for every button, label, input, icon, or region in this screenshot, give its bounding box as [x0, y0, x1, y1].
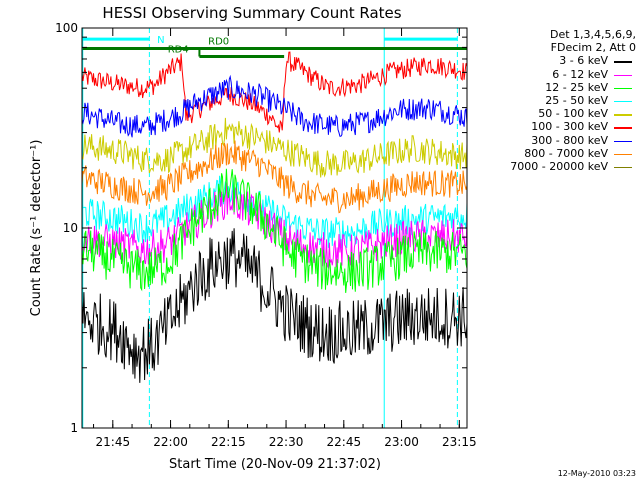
legend-entry-label: 25 - 50 keV [545, 93, 608, 107]
x-tick-label: 22:30 [269, 435, 304, 449]
legend-entry-label: 50 - 100 keV [538, 107, 608, 121]
legend-header-line-2: FDecim 2, Att 0 [550, 41, 636, 55]
x-tick-label: 22:00 [153, 435, 188, 449]
series-line-0 [81, 51, 468, 133]
footer-date: 12-May-2010 03:23 [557, 469, 636, 478]
legend-swatch [614, 61, 632, 63]
x-tick-label: 23:00 [384, 435, 419, 449]
annotation-label-2: RD0 [208, 36, 229, 47]
x-axis-label: Start Time (20-Nov-09 21:37:02) [169, 457, 381, 472]
legend-entry-label: 7000 - 20000 keV [510, 159, 608, 173]
annotation-bars: N RD0 RD4 [82, 35, 467, 59]
legend-entry: 6 - 12 keV [470, 68, 636, 81]
x-tick-label: 23:15 [442, 435, 477, 449]
series-line-3 [81, 140, 468, 214]
series-line-2 [81, 117, 468, 178]
legend-swatch [614, 127, 632, 129]
legend-entry: 800 - 7000 keV [470, 147, 636, 160]
axes: 21:45 22:00 22:15 22:30 22:45 23:00 23:15 1 10 10… [55, 21, 477, 449]
legend-swatch [614, 74, 632, 77]
legend-entry-label: 6 - 12 keV [552, 67, 608, 81]
series-line-5 [81, 182, 468, 270]
chart-title: HESSI Observing Summary Count Rates [102, 4, 401, 22]
y-tick-label: 10 [63, 221, 78, 235]
legend-entry-label: 100 - 300 keV [531, 120, 608, 134]
legend-swatch [614, 114, 632, 116]
legend-entry: 100 - 300 keV [470, 120, 636, 133]
legend-entry: 50 - 100 keV [470, 107, 636, 120]
x-tick-label: 22:45 [327, 435, 362, 449]
legend-entry: 25 - 50 keV [470, 94, 636, 107]
legend-entry: 3 - 6 keV [470, 54, 636, 67]
x-tick-label: 21:45 [96, 435, 131, 449]
legend-swatch [614, 87, 632, 90]
y-tick-label: 100 [55, 21, 78, 35]
legend-entry-label: 3 - 6 keV [559, 54, 608, 68]
x-tick-label: 22:15 [211, 435, 246, 449]
annotation-label-3: RD4 [168, 45, 189, 56]
legend-entry: 300 - 800 keV [470, 134, 636, 147]
legend-swatch [614, 100, 632, 103]
series-line-6 [81, 168, 468, 293]
legend-swatch [614, 153, 632, 156]
legend-swatch [614, 166, 632, 169]
legend-entry-label: 300 - 800 keV [531, 133, 608, 147]
legend-entry: 12 - 25 keV [470, 81, 636, 94]
series-line-7 [81, 228, 468, 383]
legend-header-line-1: Det 1,3,4,5,6,9, [549, 28, 636, 41]
legend-swatch [614, 140, 632, 143]
legend-entries: 3 - 6 keV 6 - 12 keV 12 - 25 keV 25 - 50 ke… [470, 54, 636, 173]
legend: Det 1,3,4,5,6,9, FDecim 2, Att 0 3 - 6 k… [470, 28, 636, 173]
series-line-4 [81, 175, 468, 249]
legend-entry-label: 12 - 25 keV [545, 80, 608, 94]
annotation-label-0: N [157, 35, 164, 46]
legend-entry: 7000 - 20000 keV [470, 160, 636, 173]
legend-entry-label: 800 - 7000 keV [524, 146, 608, 160]
y-axis-label: Count Rate (s⁻¹ detector⁻¹) [29, 140, 44, 317]
series-line-1 [81, 74, 468, 138]
y-tick-label: 1 [70, 421, 78, 435]
series-lines [81, 51, 468, 383]
